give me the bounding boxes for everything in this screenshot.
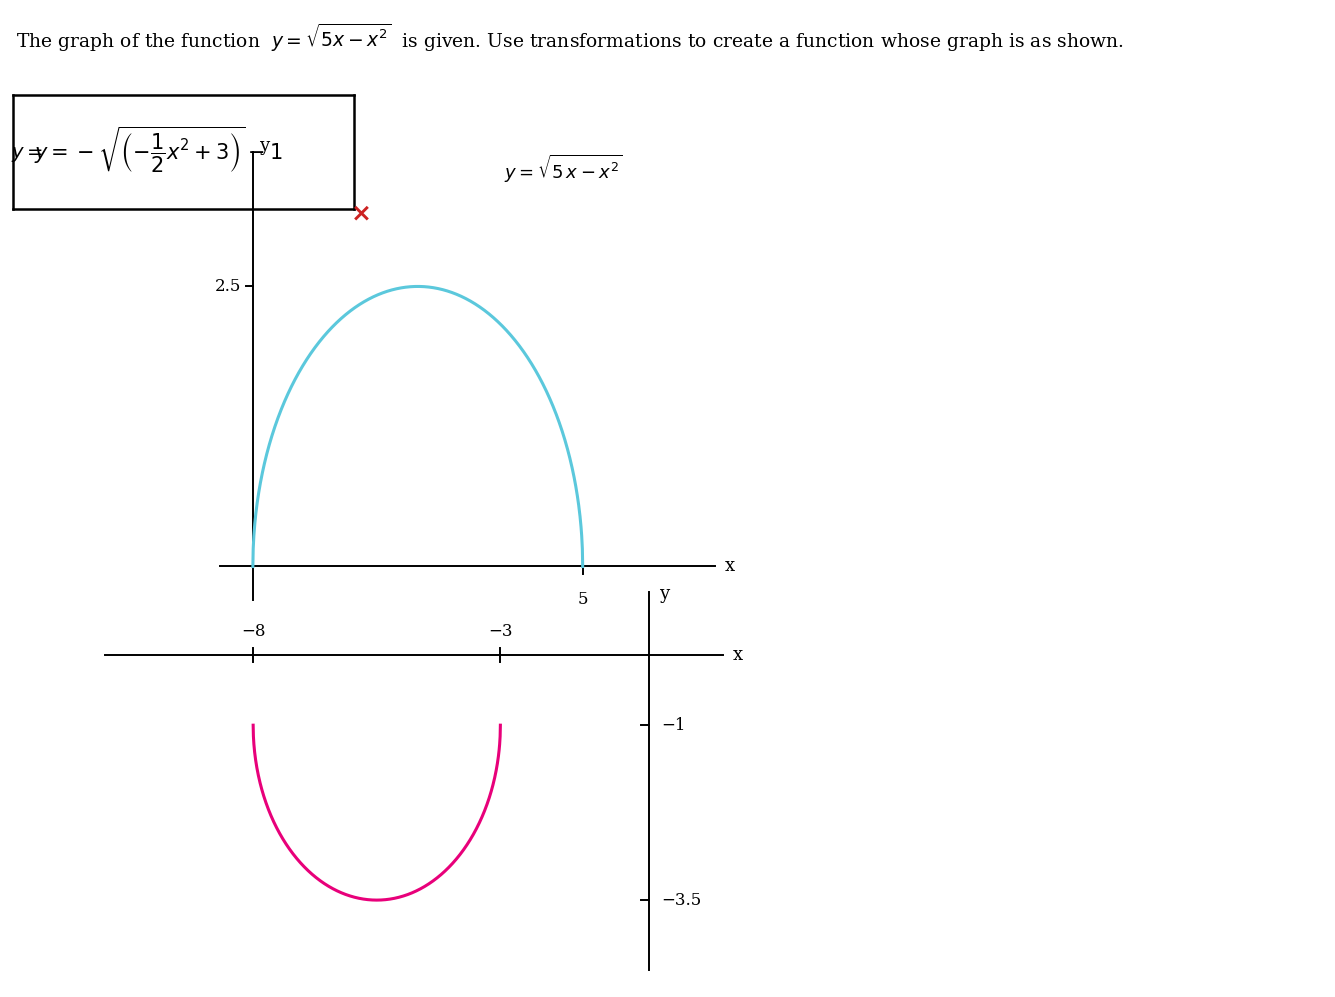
Text: 5: 5	[578, 591, 587, 608]
Text: x: x	[725, 557, 734, 575]
Text: y: y	[259, 138, 270, 156]
Text: y: y	[658, 584, 669, 602]
Text: The graph of the function  $y = \sqrt{5x - x^2}$  is given. Use transformations : The graph of the function $y = \sqrt{5x …	[16, 22, 1124, 54]
Text: −8: −8	[240, 623, 266, 640]
Text: −1: −1	[661, 717, 686, 734]
Text: $y = -\sqrt{\left(-\dfrac{1}{2}x^2+3\right)} - 1$: $y = -\sqrt{\left(-\dfrac{1}{2}x^2+3\rig…	[33, 125, 282, 174]
Text: x: x	[733, 646, 742, 664]
Text: $y = \sqrt{5\,x - x^2}$: $y = \sqrt{5\,x - x^2}$	[503, 153, 622, 184]
Text: ×: ×	[351, 201, 372, 225]
Text: $y =$: $y =$	[11, 145, 43, 165]
Text: −3.5: −3.5	[661, 891, 701, 908]
Text: −3: −3	[489, 623, 513, 640]
Text: 2.5: 2.5	[215, 278, 242, 295]
